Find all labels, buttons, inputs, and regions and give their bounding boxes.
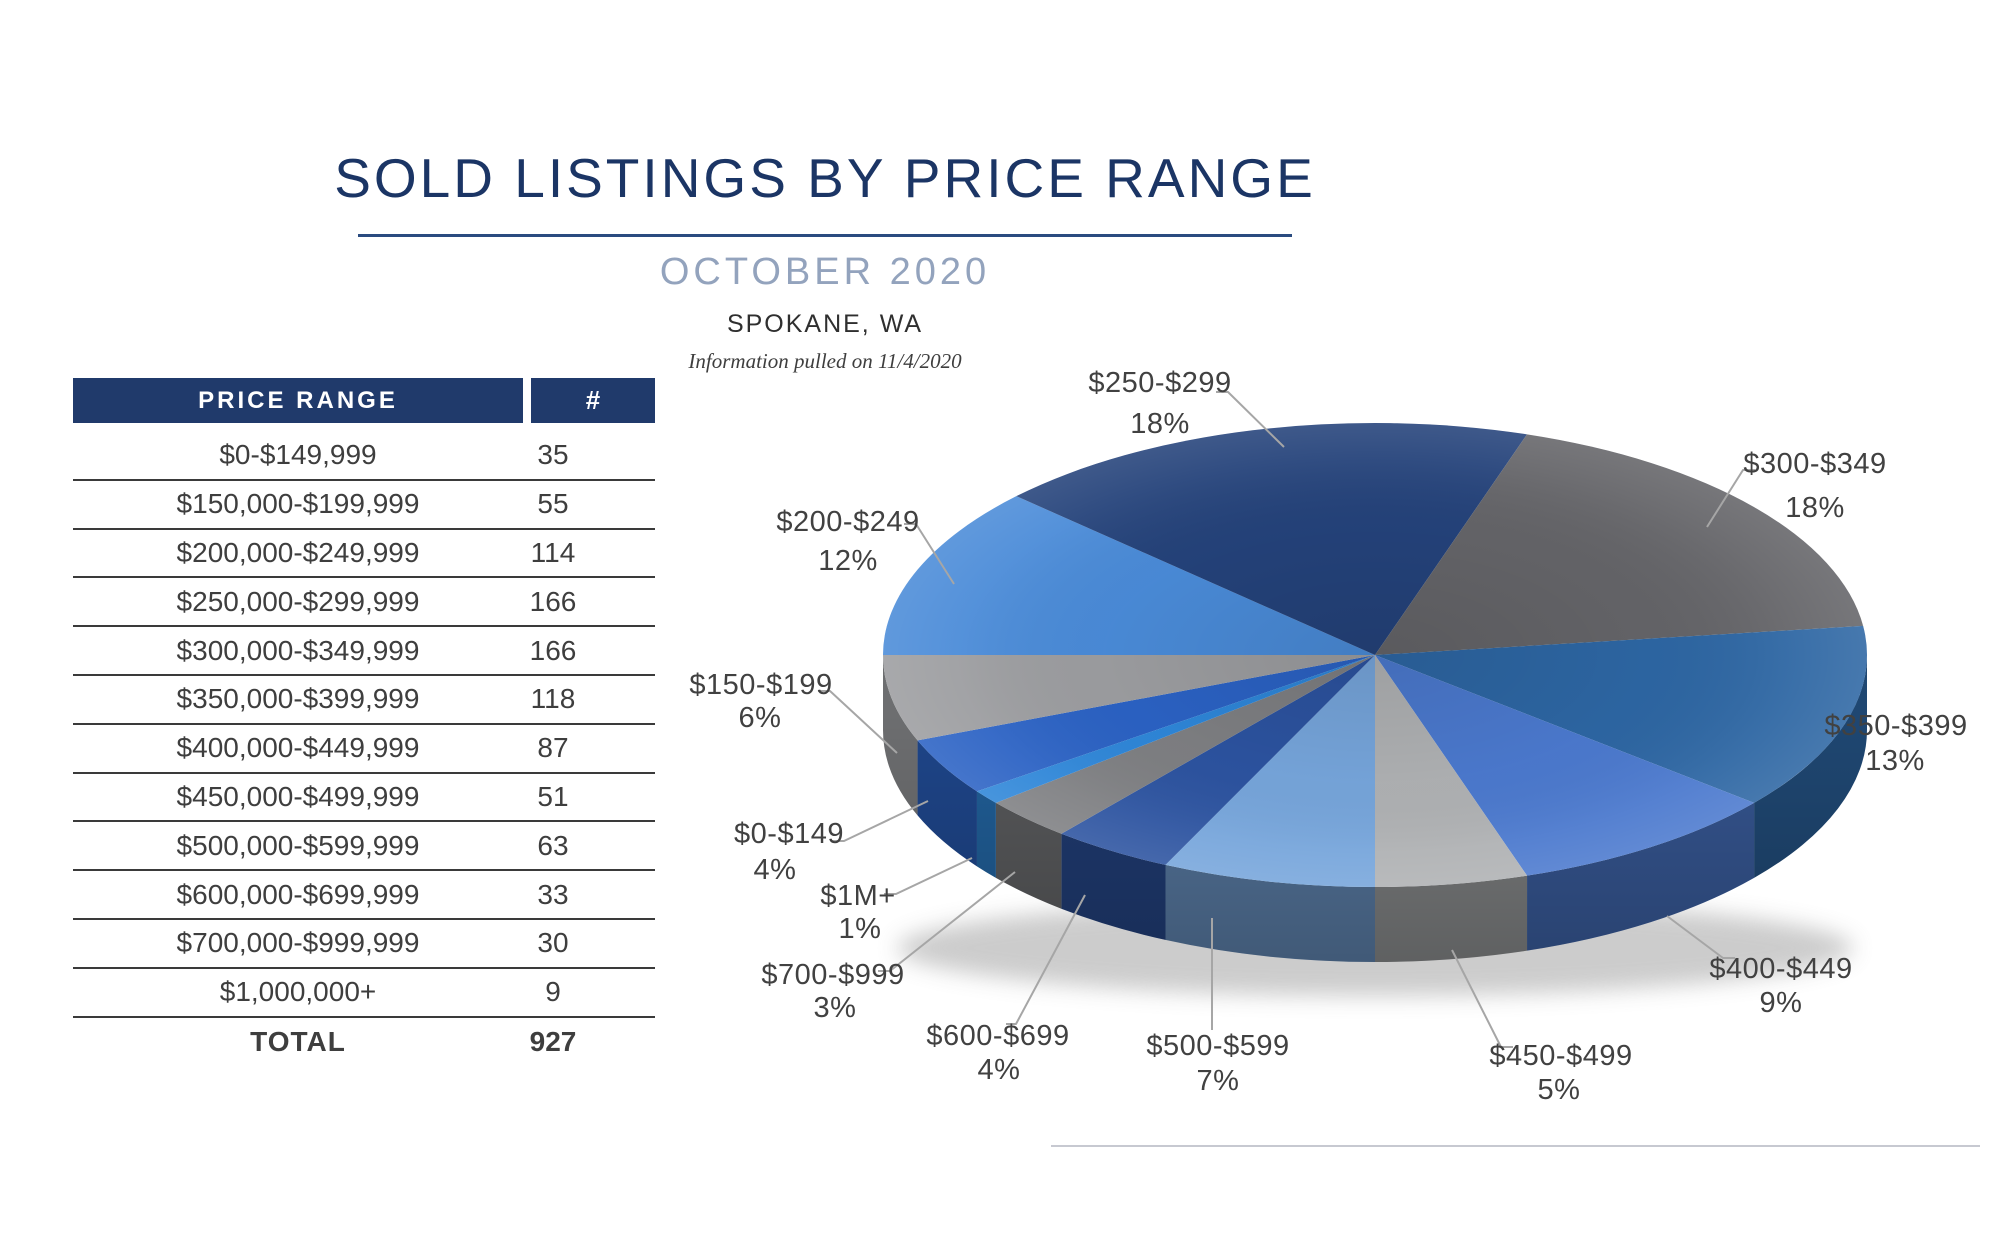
price-range-cell: $400,000-$449,999: [176, 732, 420, 764]
count-cell: 51: [537, 780, 569, 812]
count-cell: 35: [537, 439, 569, 471]
price-range-cell: $600,000-$699,999: [176, 878, 420, 910]
table-row: $450,000-$499,999 51: [73, 774, 655, 823]
table-row: $250,000-$299,999 166: [73, 578, 655, 628]
table-total-row: TOTAL 927: [73, 1018, 655, 1067]
table-row: $500,000-$599,999 63: [73, 822, 655, 872]
pie-leader-$700-$999: [878, 871, 1016, 972]
pie-label-$1M+: $1M+: [820, 880, 895, 912]
pie-leader-$300-$349: [1706, 469, 1755, 528]
price-range-cell: $500,000-$599,999: [176, 829, 420, 861]
price-range-cell: $450,000-$499,999: [176, 780, 420, 812]
pie-leader-$150-$199: [818, 690, 898, 754]
price-range-cell: $350,000-$399,999: [176, 683, 420, 715]
price-range-table: PRICE RANGE # $0-$149,999 35 $150,000-$199…: [73, 378, 655, 1066]
pie-leader-$1M+: [884, 857, 973, 895]
table-row: $350,000-$399,999 118: [73, 676, 655, 725]
subtitle-month: OCTOBER 2020: [659, 251, 991, 293]
count-cell: 114: [530, 536, 576, 568]
table-body: $0-$149,999 35 $150,000-$199,999 55 $200,000…: [73, 432, 655, 1066]
pie-label-pct-$0-$149: 4%: [754, 854, 797, 886]
pie-label-$500-$599: $500-$599: [1146, 1030, 1289, 1062]
page-title: SOLD LISTINGS BY PRICE RANGE: [334, 147, 1316, 209]
pie-label-pct-$500-$599: 7%: [1197, 1065, 1240, 1097]
count-cell: 166: [529, 585, 577, 617]
price-range-cell: $150,000-$199,999: [176, 488, 420, 520]
pie-label-pct-$450-$499: 5%: [1538, 1074, 1581, 1106]
pie-label-pct-$700-$999: 3%: [814, 992, 857, 1024]
price-range-cell: $200,000-$249,999: [176, 536, 420, 568]
price-range-cell: $300,000-$349,999: [176, 634, 420, 666]
count-cell: 30: [537, 927, 569, 959]
total-value-cell: 927: [529, 1025, 577, 1057]
pie-label-$200-$249: $200-$249: [776, 506, 919, 538]
pie-label-pct-$350-$399: 13%: [1865, 745, 1925, 777]
pie-label-$600-$699: $600-$699: [926, 1020, 1069, 1052]
data-pull-note: Information pulled on 11/4/2020: [688, 349, 962, 373]
pie-label-$700-$999: $700-$999: [761, 959, 904, 991]
pie-label-$0-$149: $0-$149: [734, 818, 844, 850]
pie-label-$450-$499: $450-$499: [1489, 1040, 1632, 1072]
table-row: $700,000-$999,999 30: [73, 920, 655, 969]
table-row: $400,000-$449,999 87: [73, 725, 655, 774]
pie-label-pct-$150-$199: 6%: [739, 702, 782, 734]
count-cell: 118: [530, 683, 576, 715]
price-range-cell: $700,000-$999,999: [176, 927, 420, 959]
price-range-cell: $250,000-$299,999: [176, 585, 420, 617]
pie-label-pct-$250-$299: 18%: [1130, 408, 1190, 440]
column-header-price-range: PRICE RANGE: [73, 378, 523, 423]
pie-label-pct-$1M+: 1%: [839, 913, 882, 945]
pie-top-sheen: [883, 423, 1867, 887]
count-cell: 87: [537, 732, 569, 764]
count-cell: 63: [537, 829, 569, 861]
pie-label-pct-$200-$249: 12%: [818, 545, 878, 577]
count-cell: 166: [529, 634, 577, 666]
count-cell: 33: [537, 878, 569, 910]
table-row: $1,000,000+ 9: [73, 969, 655, 1018]
pie-leader-$250-$299: [1216, 391, 1285, 448]
pie-label-pct-$400-$449: 9%: [1760, 987, 1803, 1019]
table-row: $200,000-$249,999 114: [73, 530, 655, 579]
pie-label-$300-$349: $300-$349: [1743, 448, 1886, 480]
pie-leader-$600-$699: [1006, 894, 1086, 1025]
pie-label-$150-$199: $150-$199: [689, 669, 832, 701]
price-range-cell: $1,000,000+: [219, 976, 377, 1008]
pie-label-pct-$600-$699: 4%: [978, 1054, 1021, 1086]
pie-label-$350-$399: $350-$399: [1824, 710, 1967, 742]
table-row: $0-$149,999 35: [73, 432, 655, 481]
table-row: $600,000-$699,999 33: [73, 871, 655, 920]
total-label-cell: TOTAL: [250, 1025, 346, 1057]
price-range-cell: $0-$149,999: [219, 439, 377, 471]
pie-label-$400-$449: $400-$449: [1709, 953, 1852, 985]
subtitle-location: SPOKANE, WA: [726, 310, 924, 338]
count-cell: 55: [537, 488, 569, 520]
column-header-count: #: [531, 378, 655, 423]
footer-divider-line: [1051, 1145, 1980, 1147]
table-header-row: PRICE RANGE #: [73, 378, 655, 423]
title-block: SOLD LISTINGS BY PRICE RANGE OCTOBER 202…: [225, 0, 1425, 373]
pie-leader-$0-$149: [832, 800, 929, 842]
count-cell: 9: [545, 976, 561, 1008]
pie-label-pct-$300-$349: 18%: [1785, 492, 1845, 524]
pie-leader-$200-$249: [904, 523, 955, 585]
table-row: $150,000-$199,999 55: [73, 481, 655, 530]
table-row: $300,000-$349,999 166: [73, 627, 655, 676]
pie-leader-$450-$499: [1451, 949, 1513, 1048]
pie-leader-$400-$449: [1666, 915, 1735, 959]
pie-side-shading: [883, 655, 1867, 962]
title-underline: [358, 234, 1292, 237]
pie-label-$250-$299: $250-$299: [1088, 367, 1231, 399]
